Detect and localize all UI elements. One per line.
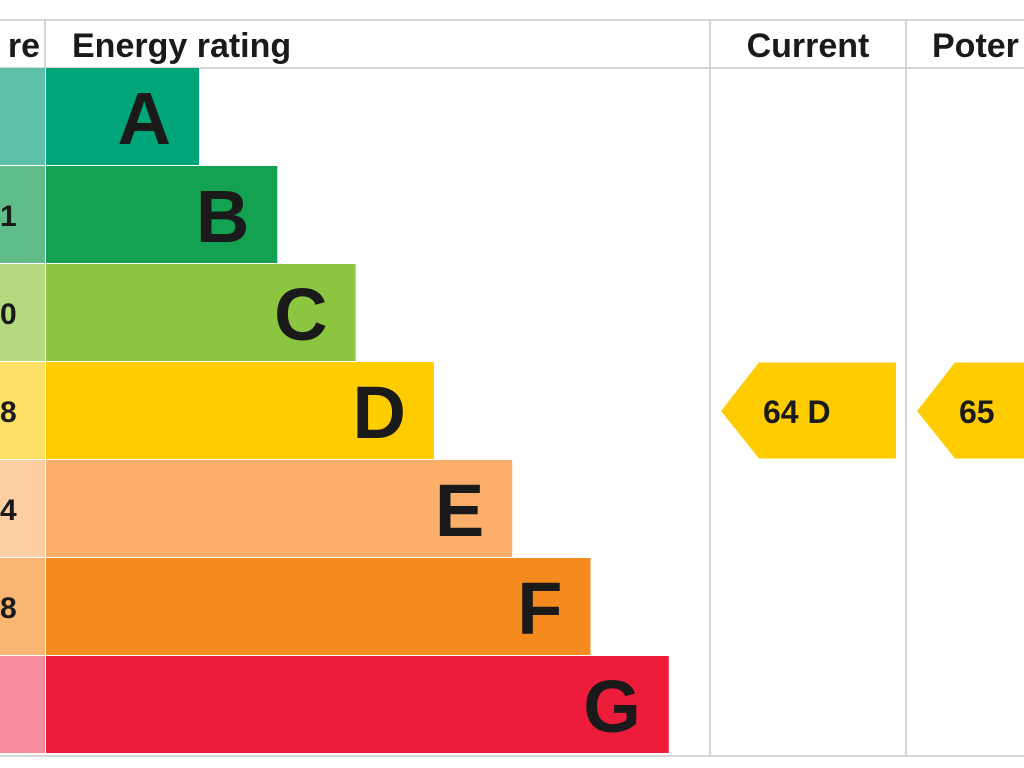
band-letter-b: B xyxy=(196,175,249,258)
band-bar-a xyxy=(46,68,199,165)
score-cell-a xyxy=(0,68,45,165)
score-range-f: 8 xyxy=(0,592,17,625)
score-column-header: re xyxy=(8,27,40,65)
score-cell-b xyxy=(0,166,45,263)
band-bar-e xyxy=(46,460,513,557)
potential-rating-label: 65 xyxy=(959,394,995,430)
score-range-b: 1 xyxy=(0,200,17,233)
score-cell-f xyxy=(0,558,45,655)
band-bar-b xyxy=(46,166,278,263)
band-letter-d: D xyxy=(352,371,405,454)
band-bar-c xyxy=(46,264,356,361)
score-range-d: 8 xyxy=(0,396,17,429)
band-bar-f xyxy=(46,558,591,655)
score-cell-c xyxy=(0,264,45,361)
score-cell-g xyxy=(0,656,45,753)
energy-rating-header: Energy rating xyxy=(72,27,291,65)
score-range-c: 0 xyxy=(0,298,17,331)
rating-markers: 64 D 65 xyxy=(721,362,1024,459)
current-rating-label: 64 D xyxy=(763,394,831,430)
current-arrow xyxy=(721,362,896,459)
band-letter-a: A xyxy=(118,77,171,160)
score-cell-e xyxy=(0,460,45,557)
band-bar-g xyxy=(46,656,669,753)
current-column-header: Current xyxy=(747,27,870,65)
rating-bands: A 1 B 0 C 8 D 4 E 8 FG xyxy=(0,68,669,753)
band-letter-f: F xyxy=(517,567,562,650)
score-range-e: 4 xyxy=(0,494,17,527)
score-cell-d xyxy=(0,362,45,459)
band-letter-e: E xyxy=(435,469,484,552)
potential-arrow xyxy=(917,362,1024,459)
potential-column-header: Poter xyxy=(932,27,1019,65)
band-letter-g: G xyxy=(583,665,641,748)
band-letter-c: C xyxy=(274,273,327,356)
band-bar-d xyxy=(46,362,434,459)
